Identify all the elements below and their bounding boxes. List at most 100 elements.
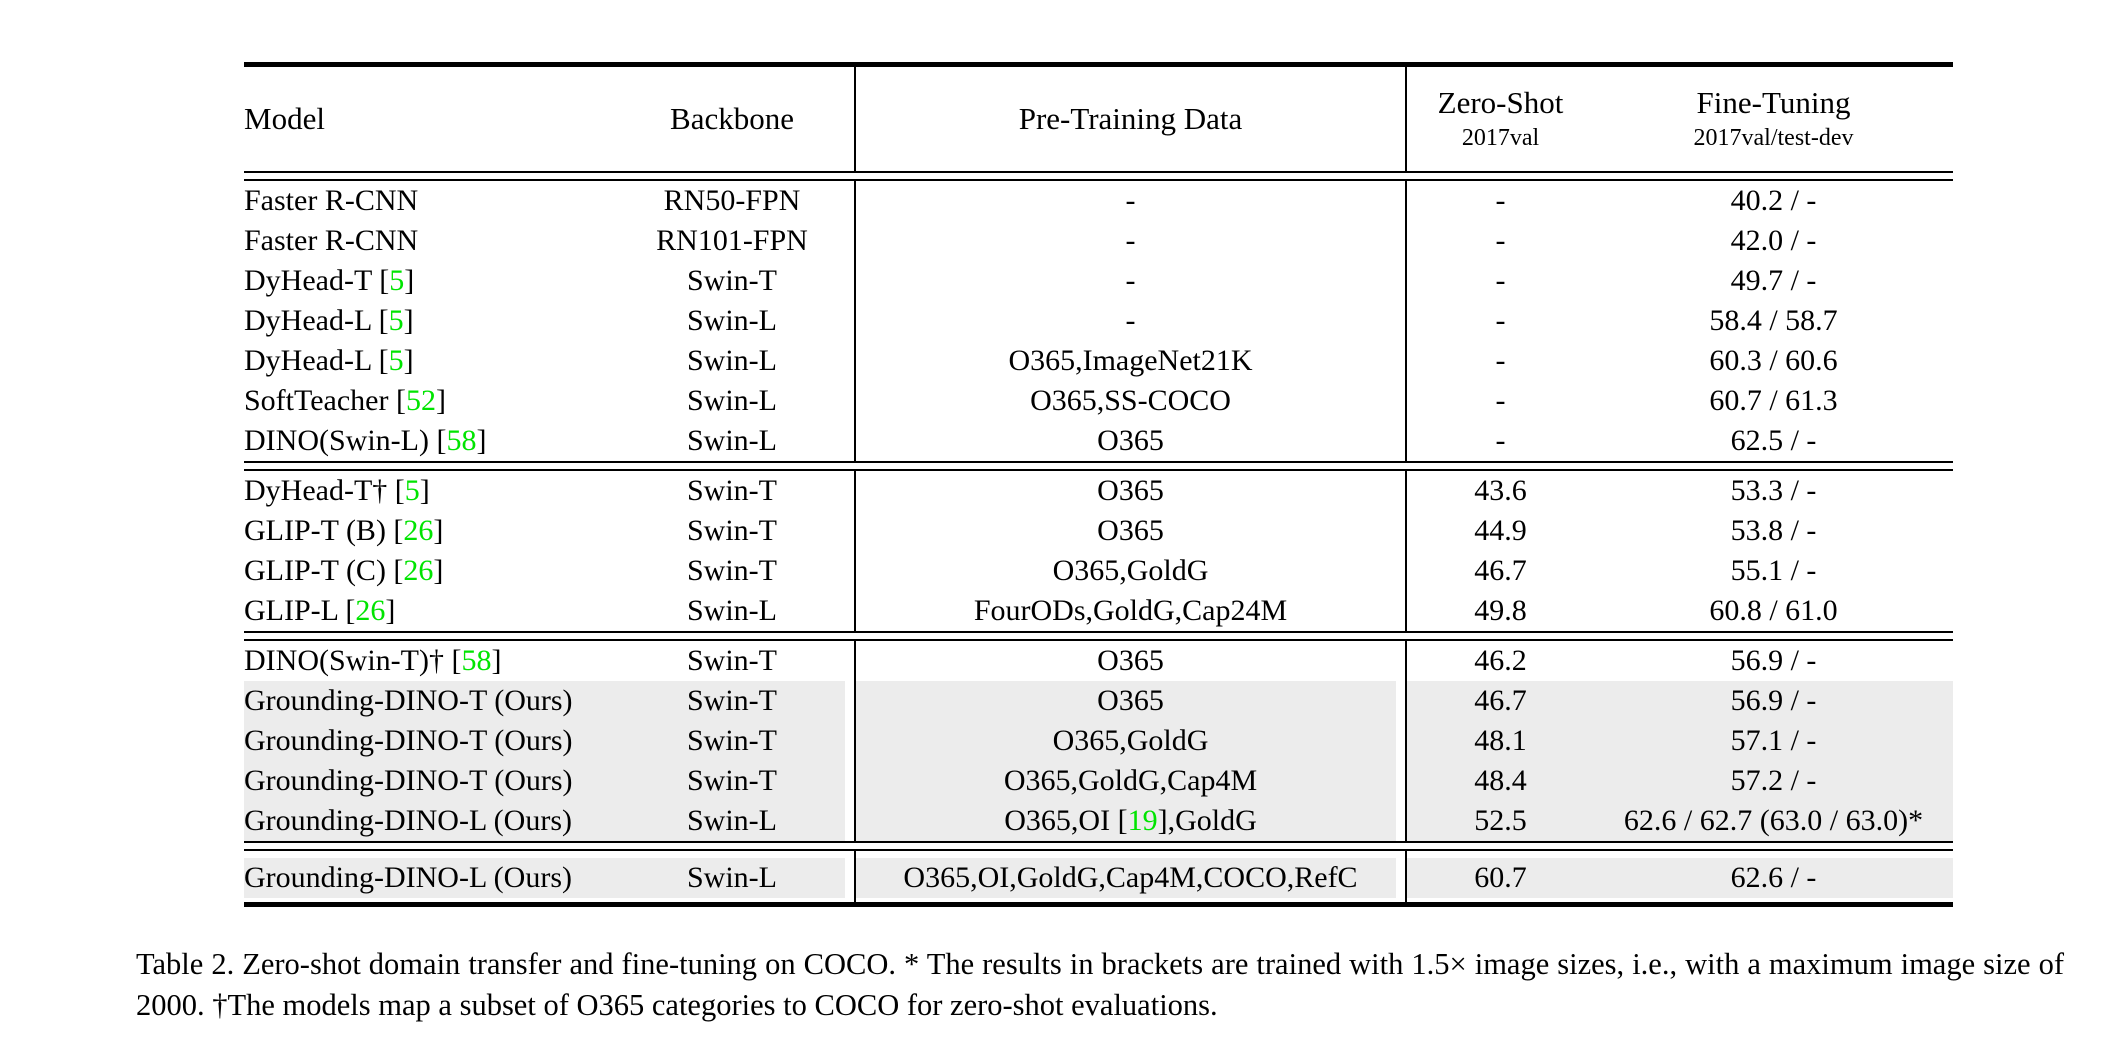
cell-finetune: 56.9 / -	[1594, 680, 1953, 721]
cell-model: DyHead-T [5]	[244, 263, 415, 297]
column-label: Pre-Training Data	[1018, 100, 1243, 136]
cell-pretrain: -	[855, 300, 1407, 341]
cell-finetune: 55.1 / -	[1730, 553, 1817, 587]
cell-zeroshot: 52.5	[1406, 800, 1594, 841]
cell-backbone: Swin-L	[610, 300, 856, 341]
cell-finetune: 40.2 / -	[1730, 183, 1817, 217]
cell-backbone: Swin-T	[610, 680, 856, 721]
double-rule-cell	[244, 170, 1953, 181]
spacer-cell	[855, 850, 1407, 858]
table-caption: Table 2. Zero-shot domain transfer and f…	[136, 947, 2064, 1022]
cell-finetune: 60.8 / 61.0	[1709, 593, 1838, 627]
cell-pretrain: O365	[855, 420, 1407, 461]
cell-zeroshot: -	[1495, 343, 1506, 377]
cell-model: Grounding-DINO-T (Ours)	[244, 720, 610, 761]
cell-zeroshot: 43.6	[1474, 473, 1527, 507]
column-header-backbone: Backbone	[610, 64, 856, 171]
table-row: DyHead-L [5] Swin-L O365,ImageNet21K - 60.3 …	[244, 340, 1953, 381]
cell-pretrain: -	[855, 180, 1407, 221]
double-rule-cell	[244, 460, 1953, 471]
spacer-cell	[244, 851, 610, 858]
table-row: SoftTeacher [52] Swin-L O365,SS-COCO - 60.7 …	[244, 380, 1953, 421]
cell-zeroshot: -	[1495, 263, 1506, 297]
cell-backbone: Swin-L	[610, 590, 856, 631]
column-label: Backbone	[670, 100, 794, 136]
column-label: Zero-Shot	[1437, 85, 1564, 121]
cell-finetune: 58.4 / 58.7	[1709, 303, 1838, 337]
cell-model: DINO(Swin-L) [58]	[244, 423, 487, 457]
citation-ref: 5	[389, 263, 405, 297]
cell-pretrain: FourODs,GoldG,Cap24M	[855, 590, 1407, 631]
cell-model: GLIP-T (B) [26]	[244, 513, 444, 547]
spacer-cell	[1594, 851, 1953, 858]
table-row: Grounding-DINO-T (Ours) Swin-T O365 46.7 56.…	[244, 680, 1953, 721]
citation-ref: 19	[1127, 803, 1158, 837]
cell-model: DyHead-L [5]	[244, 303, 414, 337]
table-row: DINO(Swin-L) [58] Swin-L O365 - 62.5 / -	[244, 420, 1953, 461]
cell-zeroshot: -	[1495, 183, 1506, 217]
double-rule	[244, 170, 1953, 181]
cell-model: DINO(Swin-T)† [58]	[244, 643, 502, 677]
cell-backbone: Swin-L	[610, 340, 856, 381]
cell-pretrain: O365,GoldG,Cap4M	[855, 760, 1407, 801]
cell-pretrain: O365,SS-COCO	[855, 380, 1407, 421]
cell-backbone: Swin-L	[610, 420, 856, 461]
spacer-cell	[1406, 851, 1594, 858]
table-row: GLIP-T (B) [26] Swin-T O365 44.9 53.8 / -	[244, 510, 1953, 551]
cell-backbone: Swin-T	[610, 720, 856, 761]
cell-model: Faster R-CNN	[244, 223, 419, 257]
cell-zeroshot: -	[1495, 423, 1506, 457]
column-label: Fine-Tuning	[1696, 85, 1851, 121]
column-header-model: Model	[244, 65, 610, 171]
cell-backbone: Swin-T	[610, 640, 856, 681]
cell-finetune: 42.0 / -	[1730, 223, 1817, 257]
citation-ref: 26	[403, 513, 434, 547]
cell-pretrain: O365,OI [19],GoldG	[855, 800, 1407, 841]
cell-zeroshot: 46.2	[1474, 643, 1527, 677]
table-row: Grounding-DINO-L (Ours) Swin-L O365,OI,Gol…	[244, 857, 1953, 898]
cell-finetune: 60.3 / 60.6	[1709, 343, 1838, 377]
citation-ref: 52	[405, 383, 436, 417]
cell-finetune: 62.6 / -	[1594, 857, 1953, 898]
cell-zeroshot: 44.9	[1474, 513, 1527, 547]
cell-pretrain: O365,OI,GoldG,Cap4M,COCO,RefC	[855, 857, 1407, 898]
cell-finetune: 57.1 / -	[1594, 720, 1953, 761]
spacer-row	[244, 897, 1953, 905]
header-row: Model Backbone Pre-Training Data Zero-Shot 2…	[244, 64, 1953, 171]
column-sublabel: 2017val/test-dev	[1693, 125, 1854, 152]
cell-model: SoftTeacher [52]	[244, 383, 446, 417]
cell-finetune: 57.2 / -	[1594, 760, 1953, 801]
cell-backbone: RN101-FPN	[610, 220, 856, 261]
cell-pretrain: -	[855, 220, 1407, 261]
spacer-cell	[1406, 898, 1594, 905]
column-header-pretrain: Pre-Training Data	[855, 64, 1407, 171]
cell-backbone: Swin-T	[610, 260, 856, 301]
spacer-cell	[1594, 898, 1953, 905]
table-row: GLIP-L [26] Swin-L FourODs,GoldG,Cap24M 49.…	[244, 590, 1953, 631]
double-rule	[244, 840, 1953, 851]
table-row: Grounding-DINO-T (Ours) Swin-T O365,GoldG,…	[244, 760, 1953, 801]
table-row: DyHead-L [5] Swin-L - -58.4 / 58.7	[244, 300, 1953, 341]
cell-backbone: Swin-T	[610, 760, 856, 801]
spacer-row	[244, 850, 1953, 858]
cell-zeroshot: -	[1495, 223, 1506, 257]
cell-finetune: 62.5 / -	[1730, 423, 1817, 457]
cell-model: GLIP-T (C) [26]	[244, 553, 444, 587]
cell-backbone: Swin-T	[610, 510, 856, 551]
cell-model: Grounding-DINO-L (Ours)	[244, 800, 610, 841]
cell-backbone: Swin-T	[610, 550, 856, 591]
cell-finetune: 49.7 / -	[1730, 263, 1817, 297]
citation-ref: 5	[388, 303, 404, 337]
cell-finetune: 53.3 / -	[1730, 473, 1817, 507]
column-label: Model	[244, 100, 325, 136]
cell-model: GLIP-L [26]	[244, 593, 396, 627]
citation-ref: 58	[446, 423, 477, 457]
table-row: DINO(Swin-T)† [58] Swin-T O365 46.2 56.9 / -	[244, 640, 1953, 681]
table-row: Grounding-DINO-T (Ours) Swin-T O365,GoldG 4…	[244, 720, 1953, 761]
table-row: DyHead-T† [5] Swin-T O365 43.6 53.3 / -	[244, 470, 1953, 511]
cell-model: Grounding-DINO-T (Ours)	[244, 760, 610, 801]
results-table: Model Backbone Pre-Training Data Zero-Shot 2…	[244, 62, 1953, 907]
cell-finetune: 60.7 / 61.3	[1709, 383, 1838, 417]
cell-backbone: RN50-FPN	[610, 180, 856, 221]
